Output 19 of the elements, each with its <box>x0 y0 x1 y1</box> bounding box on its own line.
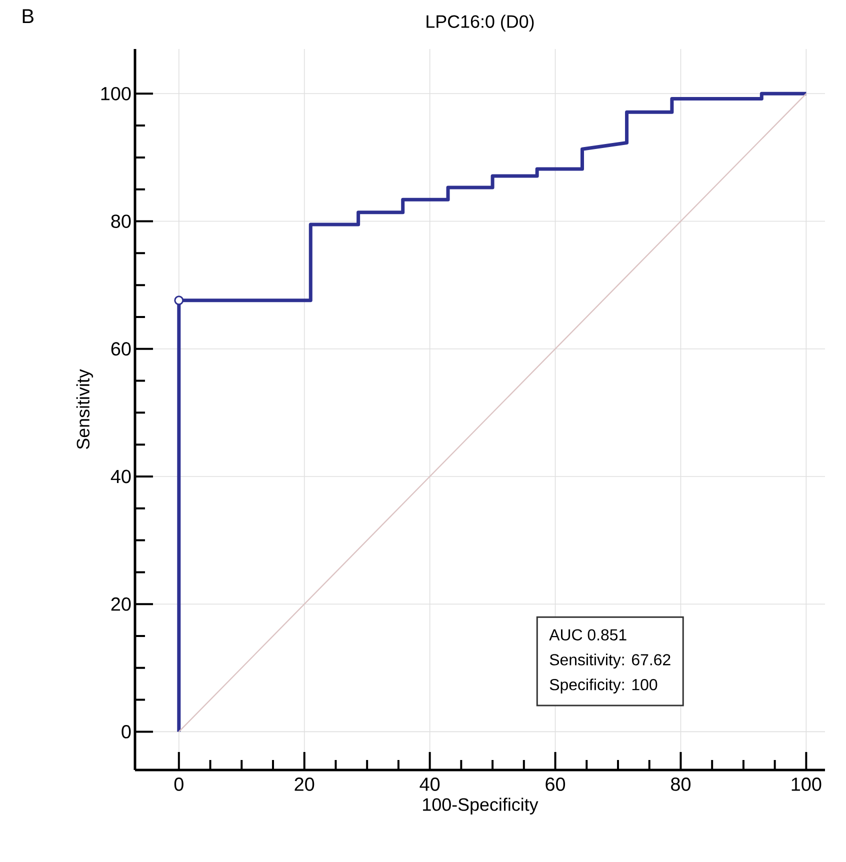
annotation: AUC 0.851 <box>549 629 626 640</box>
x-tick-label: 60 <box>546 778 566 791</box>
y-tick-label: 0 <box>122 725 131 738</box>
x-tick-label: 20 <box>294 778 314 791</box>
chart-title: LPC16:0 (D0) <box>426 14 534 32</box>
x-tick-label: 40 <box>420 778 440 791</box>
y-tick-label: 60 <box>111 342 131 356</box>
y-tick-label: 20 <box>111 597 131 611</box>
x-tick-label: 100 <box>792 778 822 791</box>
annotation: Specificity: 100 <box>550 678 658 694</box>
x-tick-label: 80 <box>671 778 691 791</box>
x-tick-label: 0 <box>174 778 184 791</box>
y-tick-label: 80 <box>111 214 131 228</box>
text: B <box>22 9 34 23</box>
annotation: Sensitivity: 67.62 <box>550 654 670 669</box>
y-axis-title: Sensitivity <box>76 369 94 450</box>
y-tick-label: 40 <box>110 470 131 484</box>
x-axis-title: 100-Specificity <box>423 798 538 814</box>
y-tick-label: 100 <box>101 86 131 100</box>
